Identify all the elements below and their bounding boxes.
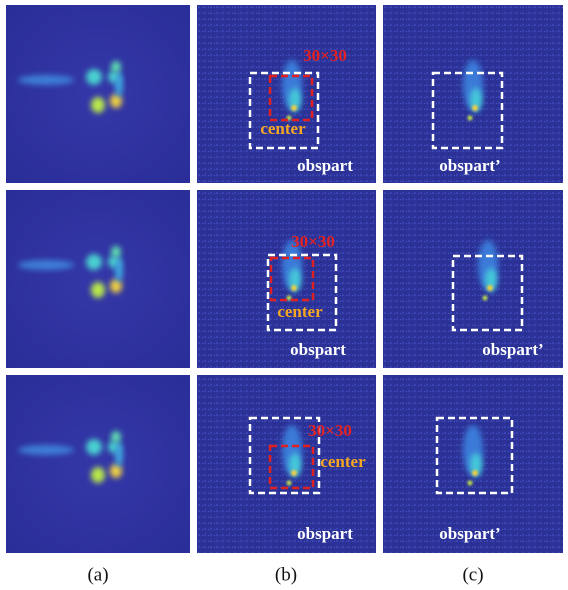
blob — [115, 443, 123, 467]
blob — [291, 470, 297, 476]
blob — [86, 69, 102, 85]
blob — [468, 116, 473, 121]
blob — [91, 282, 105, 298]
caption: (c) — [462, 564, 483, 585]
part-label: obspart’ — [439, 524, 500, 543]
blob — [91, 467, 105, 483]
image-panel — [6, 190, 190, 368]
blob — [115, 258, 123, 282]
blob — [487, 285, 493, 291]
blob — [111, 431, 121, 443]
image-panel — [6, 5, 190, 183]
blob — [291, 285, 297, 291]
blob — [111, 246, 121, 258]
image-panel — [6, 375, 190, 553]
blob — [86, 254, 102, 270]
caption: (a) — [87, 564, 108, 585]
part-label: obspart’ — [482, 340, 543, 359]
center-label: center — [277, 302, 323, 321]
caption: (b) — [275, 564, 297, 585]
blob — [91, 97, 105, 113]
blob — [18, 75, 74, 85]
blob — [468, 481, 473, 486]
center-label: center — [320, 452, 366, 471]
blob — [472, 470, 478, 476]
blob — [472, 105, 478, 111]
blob — [287, 481, 292, 486]
blob — [111, 61, 121, 73]
blob — [115, 73, 123, 97]
center-label: center — [260, 119, 306, 138]
blob — [18, 445, 74, 455]
blob — [483, 296, 488, 301]
blob — [291, 105, 297, 111]
part-label: obspart — [297, 524, 353, 543]
figure: 30×30 center obspart obspart’ 30×30 center obs… — [0, 0, 568, 590]
box-label: 30×30 — [303, 46, 347, 65]
part-label: obspart — [297, 156, 353, 175]
box-label: 30×30 — [291, 232, 335, 251]
part-label: obspart’ — [439, 156, 500, 175]
blob — [86, 439, 102, 455]
box-label: 30×30 — [308, 421, 352, 440]
blob — [287, 296, 292, 301]
blob — [18, 260, 74, 270]
part-label: obspart — [290, 340, 346, 359]
